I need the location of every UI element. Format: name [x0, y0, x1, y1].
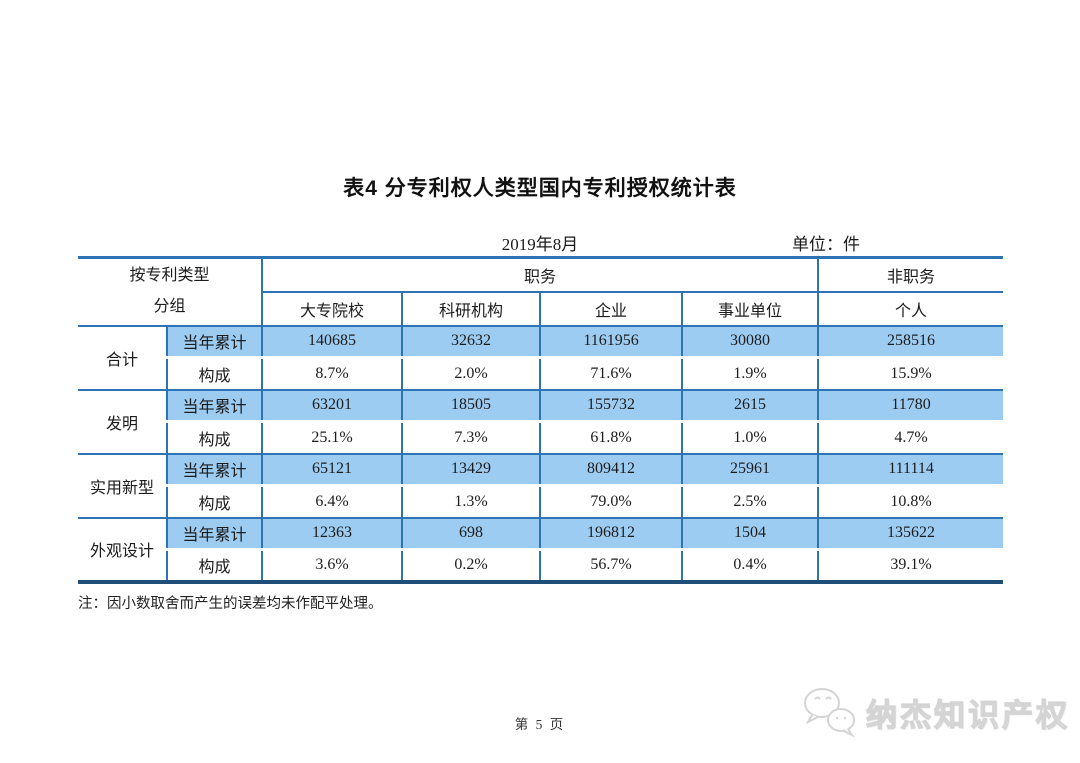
header-col-individual: 个人: [817, 291, 1004, 327]
value-cell: 71.6%: [539, 357, 683, 390]
value-cell: 2615: [681, 388, 819, 423]
value-cell: 7.3%: [401, 421, 541, 454]
value-cell: 65121: [261, 452, 403, 487]
value-cell: 3.6%: [261, 549, 403, 582]
unit-label: 单位：件: [792, 235, 860, 254]
rowtype-label: 当年累计: [165, 388, 263, 423]
value-cell: 135622: [817, 516, 1004, 551]
value-cell: 155732: [539, 388, 683, 423]
group-label-total: 合计: [78, 324, 167, 390]
header-group-line1: 按专利类型: [129, 267, 210, 285]
header-group-by-type: 按专利类型 分组: [78, 257, 263, 327]
rowtype-label: 构成: [165, 485, 263, 518]
row-design-composition: 构成 3.6% 0.2% 56.7% 0.4% 39.1%: [78, 549, 1004, 582]
value-cell: 25.1%: [261, 421, 403, 454]
stats-table: 按专利类型 分组 职务 非职务 大专院校 科研机构 企业 事业单位 个人 合计 …: [78, 256, 1004, 584]
value-cell: 0.2%: [401, 549, 541, 582]
row-utility-composition: 构成 6.4% 1.3% 79.0% 2.5% 10.8%: [78, 485, 1004, 518]
header-service: 职务: [261, 257, 820, 293]
header-row-2: 大专院校 科研机构 企业 事业单位 个人: [78, 291, 1004, 327]
value-cell: 15.9%: [817, 357, 1004, 390]
value-cell: 25961: [681, 452, 819, 487]
value-cell: 56.7%: [539, 549, 683, 582]
value-cell: 0.4%: [681, 549, 819, 582]
value-cell: 1.9%: [681, 357, 819, 390]
value-cell: 39.1%: [817, 549, 1004, 582]
value-cell: 63201: [261, 388, 403, 423]
header-row-1: 按专利类型 分组 职务 非职务: [78, 257, 1004, 327]
value-cell: 30080: [681, 324, 819, 359]
value-cell: 1504: [681, 516, 819, 551]
header-col-institutions: 事业单位: [681, 291, 819, 327]
value-cell: 11780: [817, 388, 1004, 423]
header-col-enterprises: 企业: [539, 291, 683, 327]
value-cell: 12363: [261, 516, 403, 551]
rowtype-label: 构成: [165, 421, 263, 454]
value-cell: 8.7%: [261, 357, 403, 390]
page-number: 第 5 页: [514, 717, 566, 732]
value-cell: 32632: [401, 324, 541, 359]
rowtype-label: 当年累计: [165, 452, 263, 487]
value-cell: 809412: [539, 452, 683, 487]
value-cell: 111114: [817, 452, 1004, 487]
value-cell: 61.8%: [539, 421, 683, 454]
value-cell: 79.0%: [539, 485, 683, 518]
brand-watermark: 纳杰知识产权: [800, 686, 1070, 738]
row-invention-composition: 构成 25.1% 7.3% 61.8% 1.0% 4.7%: [78, 421, 1004, 454]
row-utility-cumulative: 实用新型 当年累计 65121 13429 809412 25961 11111…: [78, 452, 1004, 518]
period-label: 2019年8月: [501, 235, 579, 254]
page-title: 表4 分专利权人类型国内专利授权统计表: [343, 177, 737, 200]
header-non-service: 非职务: [818, 257, 1004, 293]
group-label-design: 外观设计: [78, 516, 167, 582]
row-total-composition: 构成 8.7% 2.0% 71.6% 1.9% 15.9%: [78, 357, 1004, 390]
value-cell: 2.5%: [681, 485, 819, 518]
value-cell: 1161956: [539, 324, 683, 359]
row-invention-cumulative: 发明 当年累计 63201 18505 155732 2615 11780: [78, 388, 1004, 454]
row-total-cumulative: 合计 当年累计 140685 32632 1161956 30080 25851…: [78, 324, 1004, 390]
value-cell: 2.0%: [401, 357, 541, 390]
value-cell: 4.7%: [817, 421, 1004, 454]
value-cell: 18505: [401, 388, 541, 423]
group-label-invention: 发明: [78, 388, 167, 454]
value-cell: 196812: [539, 516, 683, 551]
header-col-research: 科研机构: [401, 291, 541, 327]
value-cell: 140685: [261, 324, 403, 359]
value-cell: 1.3%: [401, 485, 541, 518]
footnote: 注：因小数取舍而产生的误差均未作配平处理。: [78, 596, 383, 612]
value-cell: 258516: [817, 324, 1004, 359]
rowtype-label: 构成: [165, 357, 263, 390]
header-group-line2: 分组: [153, 297, 186, 315]
header-col-colleges: 大专院校: [261, 291, 403, 327]
stats-table-container: 按专利类型 分组 职务 非职务 大专院校 科研机构 企业 事业单位 个人 合计 …: [78, 256, 1004, 584]
rowtype-label: 当年累计: [165, 324, 263, 359]
value-cell: 13429: [401, 452, 541, 487]
value-cell: 10.8%: [817, 485, 1004, 518]
brand-name: 纳杰知识产权: [865, 697, 1070, 733]
value-cell: 1.0%: [681, 421, 819, 454]
row-design-cumulative: 外观设计 当年累计 12363 698 196812 1504 135622: [78, 516, 1004, 582]
rowtype-label: 当年累计: [165, 516, 263, 551]
value-cell: 6.4%: [261, 485, 403, 518]
chat-bubbles-icon: [800, 686, 858, 738]
rowtype-label: 构成: [165, 549, 263, 582]
group-label-utility-model: 实用新型: [78, 452, 167, 518]
value-cell: 698: [401, 516, 541, 551]
